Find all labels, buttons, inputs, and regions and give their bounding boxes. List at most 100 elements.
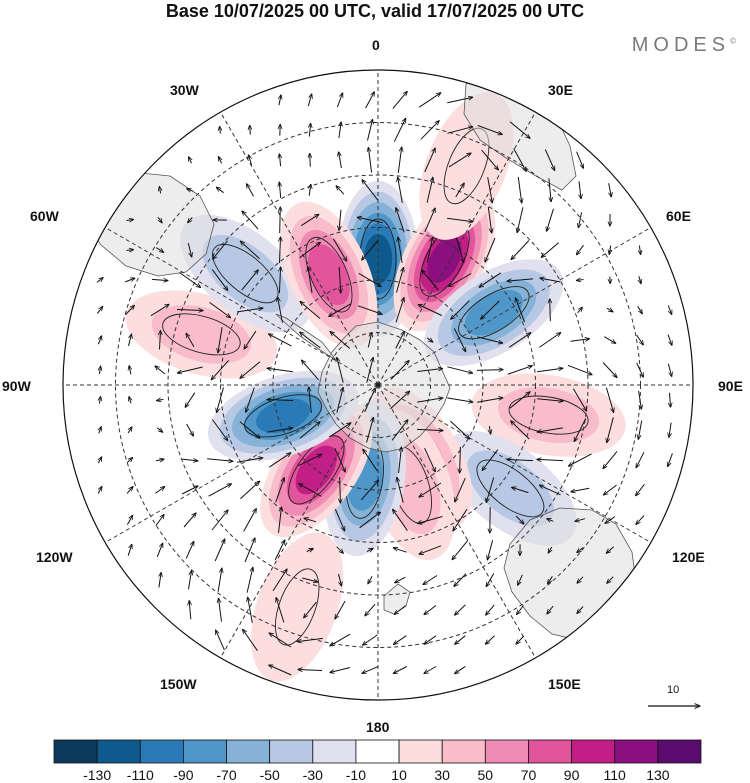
lon-label-60w: 60W: [30, 208, 59, 224]
wind-arrow-314: [424, 635, 437, 644]
anomaly-center-4-level-2: [498, 387, 600, 444]
wind-arrow-228: [240, 481, 259, 500]
wind-arrow-59: [424, 208, 435, 233]
wind-arrow-205: [155, 459, 164, 461]
wind-arrow-263: [214, 539, 225, 562]
wind-arrow-71: [280, 237, 281, 264]
wind-arrow-116: [481, 300, 500, 319]
wind-arrow-29: [481, 149, 499, 170]
wind-arrow-224: [126, 487, 133, 494]
wind-arrow-234: [419, 482, 442, 497]
wind-arrow-34: [187, 189, 194, 192]
lon-label-180: 180: [366, 719, 390, 735]
wind-arrow-231: [340, 476, 341, 503]
wind-arrow-264: [244, 538, 255, 563]
wind-arrow-180: [605, 387, 613, 413]
wind-arrow-76: [426, 237, 432, 263]
streamline-loop-15: [274, 568, 320, 646]
wind-arrow-41: [398, 177, 403, 203]
wind-arrow-105: [150, 304, 169, 317]
wind-arrow-296: [276, 598, 285, 623]
wind-arrow-79: [511, 240, 530, 260]
wind-arrow-83: [639, 245, 640, 255]
anomaly-center-9-level-5: [295, 445, 338, 495]
wind-arrow-85: [125, 278, 135, 283]
wind-arrow-74: [362, 239, 379, 260]
wind-arrow-289: [518, 574, 523, 585]
wind-arrow-233: [397, 477, 404, 503]
wind-arrow-84: [96, 278, 103, 283]
wind-arrow-203: [98, 457, 101, 464]
streamline-loop-12: [212, 243, 279, 304]
wind-arrow-27: [424, 148, 435, 173]
wind-arrow-297: [304, 601, 317, 618]
wind-arrow-230: [299, 484, 322, 497]
lon-label-90w: 90W: [2, 378, 31, 394]
wind-arrow-134: [426, 337, 433, 342]
wind-arrow-109: [278, 297, 283, 323]
wind-arrow-195: [450, 420, 470, 439]
meridian-150: [377, 384, 536, 659]
wind-arrow-61: [487, 207, 491, 233]
wind-arrow-164: [129, 397, 131, 404]
wind-arrow-158: [537, 368, 563, 373]
wind-arrow-171: [336, 387, 343, 413]
wind-arrow-185: [156, 427, 162, 432]
wind-arrow-239: [571, 487, 590, 492]
wind-arrow-248: [304, 518, 317, 523]
colorbar-swatch-3: [139, 739, 184, 764]
wind-arrow-194: [416, 429, 443, 430]
wind-arrow-149: [267, 368, 293, 373]
wind-arrow-26: [397, 147, 401, 173]
wind-arrow-120: [606, 308, 613, 312]
wind-arrow-126: [186, 333, 195, 347]
wind-arrow-199: [574, 418, 587, 441]
colorbar-tick-12: 90: [563, 767, 580, 783]
wind-arrow-313: [394, 635, 407, 645]
wind-arrow-235: [455, 477, 466, 502]
wind-arrow-141: [636, 334, 644, 345]
wind-arrow-307: [216, 630, 225, 651]
colorbar-tick-5: -50: [259, 767, 280, 783]
wind-arrow-115: [451, 300, 470, 319]
wind-arrow-57: [357, 217, 383, 224]
wind-arrow-255: [515, 515, 524, 524]
wind-arrow-89: [241, 270, 258, 291]
wind-arrow-226: [181, 486, 198, 495]
wind-arrow-293: [189, 601, 191, 620]
wind-arrow-295: [248, 597, 253, 623]
graticule: [63, 70, 693, 700]
wind-arrow-208: [237, 458, 263, 463]
wind-arrow-19: [189, 157, 192, 164]
wind-arrow-196: [489, 425, 490, 434]
wind-arrow-54: [280, 207, 281, 234]
wind-arrow-220: [603, 451, 618, 468]
wind-arrow-43: [455, 183, 464, 198]
wind-arrow-44: [487, 177, 493, 203]
wind-arrow-33: [159, 187, 160, 194]
colorbar-tick-8: 10: [391, 767, 407, 783]
meridian-300: [104, 227, 379, 386]
wind-arrow-124: [128, 334, 132, 347]
wind-arrow-324: [455, 665, 466, 673]
wind-arrow-270: [419, 545, 442, 554]
wind-arrow-145: [155, 366, 166, 375]
wind-arrow-178: [537, 398, 563, 401]
wind-arrow-23: [310, 153, 311, 167]
wind-arrow-155: [447, 366, 472, 373]
wind-arrow-95: [422, 270, 439, 291]
wind-arrow-267: [336, 546, 344, 554]
wind-arrow-322: [393, 666, 408, 674]
wind-arrow-21: [249, 155, 252, 166]
wind-arrow-303: [486, 604, 495, 615]
lon-label-90e: 90E: [718, 378, 743, 394]
wind-arrow-92: [339, 266, 341, 293]
wind-arrow-39: [336, 186, 345, 195]
wind-arrow-172: [364, 388, 376, 413]
lon-label-60e: 60E: [666, 208, 691, 224]
anomaly-center-10-level-5: [256, 398, 311, 434]
wind-arrow-8: [220, 126, 221, 134]
wind-arrow-207: [207, 458, 233, 462]
wind-arrow-131: [330, 332, 351, 349]
wind-arrow-261: [156, 543, 162, 557]
